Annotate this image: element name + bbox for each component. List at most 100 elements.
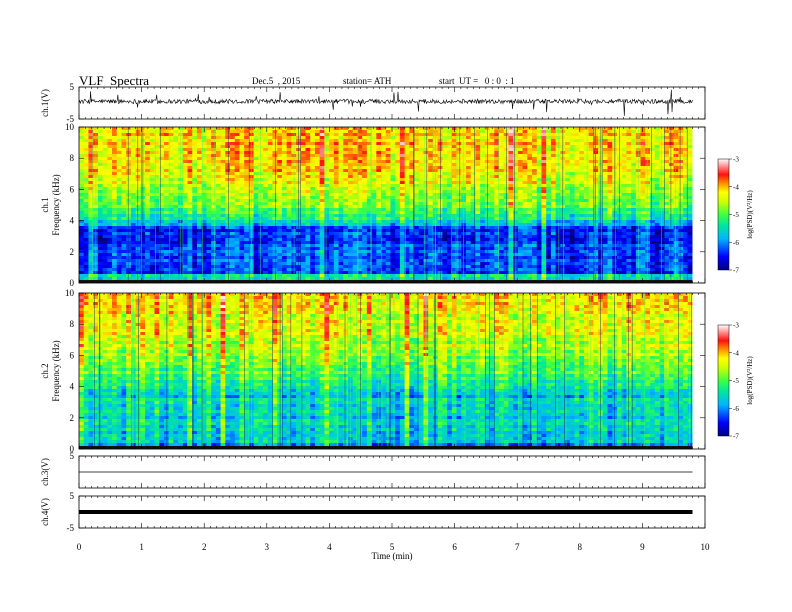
spectrogram-cell	[376, 208, 382, 212]
spectrogram-cell	[574, 220, 580, 224]
spectrogram-cell	[102, 181, 108, 185]
spectrogram-cell	[225, 142, 231, 146]
spectrogram-cell	[640, 235, 646, 239]
spectrogram-cell	[541, 166, 547, 170]
spectrogram-cell	[508, 214, 514, 218]
spectrogram-cell	[324, 238, 330, 242]
spectrogram-cell	[253, 190, 259, 194]
spectrogram-cell	[225, 145, 231, 149]
spectrogram-cell	[650, 217, 656, 221]
spectrogram-cell	[588, 175, 594, 179]
spectrogram-cell	[579, 157, 585, 161]
spectrogram-cell	[371, 169, 377, 173]
spectrogram-cell	[267, 205, 273, 209]
spectrogram-cell	[225, 196, 231, 200]
spectrogram-cell	[664, 208, 670, 212]
spectrogram-cell	[565, 235, 571, 239]
spectrogram-cell	[541, 157, 547, 161]
spectrogram-cell	[159, 229, 165, 233]
figure-title: VLF Spectra	[79, 73, 150, 88]
spectrogram-cell	[489, 187, 495, 191]
spectrogram-cell	[399, 139, 406, 143]
spectrogram-cell	[555, 223, 561, 227]
spectrogram-cell	[267, 133, 273, 137]
spectrogram-cell	[683, 196, 689, 200]
spectrogram-cell	[135, 229, 141, 233]
spectrogram-cell	[621, 133, 627, 137]
spectrogram-cell	[522, 160, 528, 164]
spectrogram-cell	[598, 163, 604, 167]
spectrogram-cell	[215, 193, 221, 197]
spectrogram-cell	[428, 142, 434, 146]
spectrogram-cell	[239, 199, 245, 203]
spectrogram-cell	[267, 193, 273, 197]
spectrogram-cell	[626, 232, 632, 236]
spectrogram-cell	[371, 163, 377, 167]
spectrogram-cell	[602, 217, 608, 221]
spectrogram-cell	[130, 226, 137, 230]
spectrogram-cell	[112, 226, 118, 230]
spectrogram-cell	[683, 127, 689, 131]
spectrogram-cell	[484, 214, 490, 218]
spectrogram-cell	[621, 196, 627, 200]
spectrogram-cell	[489, 154, 495, 158]
spectrogram-cell	[423, 232, 429, 236]
spectrogram-cell	[494, 199, 500, 203]
spectrogram-cell	[253, 235, 259, 239]
spectrogram-cell	[381, 229, 387, 233]
spectrogram-cell	[333, 193, 339, 197]
spectrogram-cell	[366, 130, 372, 134]
spectrogram-cell	[381, 166, 387, 170]
spectrogram-cell	[484, 139, 490, 143]
spectrogram-cell	[461, 181, 467, 185]
spectrogram-cell	[532, 178, 538, 182]
spectrogram-cell	[465, 229, 472, 233]
spectrogram-cell	[598, 226, 604, 230]
spectrogram-cell	[456, 178, 462, 182]
spectrogram-cell	[79, 136, 85, 140]
spectrogram-cell	[215, 160, 221, 164]
spectrogram-cell	[116, 235, 122, 239]
spectrogram-cell	[456, 199, 462, 203]
spectrogram-cell	[517, 139, 523, 143]
spectrogram-cell	[532, 130, 538, 134]
spectrogram-cell	[163, 217, 170, 221]
spectrogram-cell	[286, 238, 292, 242]
spectrogram-cell	[621, 238, 627, 242]
spectrogram-cell	[107, 145, 113, 149]
spectrogram-cell	[461, 208, 467, 212]
spectrogram-cell	[343, 202, 349, 206]
spectrogram-cell	[154, 238, 160, 242]
spectrogram-cell	[126, 148, 132, 152]
spectrogram-cell	[263, 223, 269, 227]
spectrogram-cell	[423, 175, 429, 179]
spectrogram-cell	[409, 190, 415, 194]
spectrogram-cell	[395, 190, 401, 194]
spectrogram-cell	[579, 205, 585, 209]
spectrogram-cell	[437, 148, 443, 152]
spectrogram-cell	[640, 223, 646, 227]
spectrogram-cell	[536, 220, 542, 224]
spectrogram-cell	[112, 163, 118, 167]
spectrogram-cell	[135, 172, 141, 176]
spectrogram-cell	[390, 217, 396, 221]
spectrogram-cell	[215, 163, 221, 167]
spectrogram-cell	[598, 205, 604, 209]
spectrogram-cell	[168, 199, 174, 203]
spectrogram-cell	[352, 205, 358, 209]
spectrogram-cell	[499, 136, 505, 140]
spectrogram-cell	[154, 172, 160, 176]
spectrogram-cell	[107, 175, 113, 179]
spectrogram-cell	[234, 235, 240, 239]
spectrogram-cell	[442, 133, 448, 137]
spectrogram-cell	[555, 169, 561, 173]
spectrogram-cell	[206, 229, 212, 233]
spectrogram-cell	[489, 196, 495, 200]
spectrogram-cell	[263, 130, 269, 134]
spectrogram-cell	[215, 178, 221, 182]
spectrogram-cell	[234, 238, 240, 242]
spectrogram-cell	[654, 130, 660, 134]
spectrogram-cell	[668, 148, 674, 152]
spectrogram-cell	[536, 181, 542, 185]
spectrogram-cell	[664, 163, 670, 167]
